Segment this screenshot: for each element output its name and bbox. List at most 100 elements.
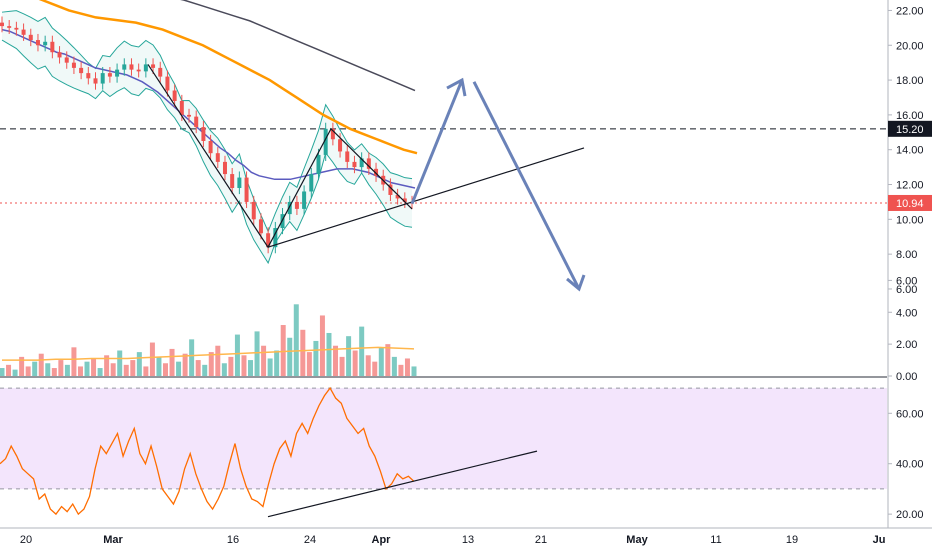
volume-bar xyxy=(51,368,57,376)
volume-bar xyxy=(293,304,299,376)
x-tick-label: 13 xyxy=(462,534,474,546)
candle-body xyxy=(115,69,120,77)
volume-bar xyxy=(339,356,345,376)
volume-bar xyxy=(398,364,404,376)
candle-body xyxy=(165,76,170,91)
volume-bar xyxy=(77,366,83,376)
candle-body xyxy=(316,154,321,175)
volume-bar xyxy=(352,350,358,376)
y-tick-label: 0.00 xyxy=(896,371,917,383)
volume-bar xyxy=(221,363,227,376)
y-tick-label: 20.00 xyxy=(896,509,924,521)
candle-body xyxy=(35,40,40,46)
y-tick-label: 12.00 xyxy=(896,180,924,192)
volume-bar xyxy=(182,353,188,376)
volume-bar xyxy=(123,364,129,376)
candle-body xyxy=(359,158,364,168)
candle-body xyxy=(345,151,350,162)
volume-bar xyxy=(215,345,221,376)
x-tick-label: Apr xyxy=(372,534,392,546)
volume-bar xyxy=(267,358,273,376)
y-tick-label: 14.00 xyxy=(896,145,924,157)
volume-bar xyxy=(25,366,31,376)
y-tick-label: 40.00 xyxy=(896,459,924,471)
y-tick-label: 18.00 xyxy=(896,75,924,87)
x-tick-label: 20 xyxy=(20,534,32,546)
moving-average-ma-dark xyxy=(180,0,416,92)
candle-body xyxy=(309,174,314,192)
candle-body xyxy=(86,73,91,79)
candle-body xyxy=(28,34,33,41)
volume-bar xyxy=(385,344,391,376)
candle-body xyxy=(251,201,256,220)
volume-bar xyxy=(333,345,339,376)
volume-bar xyxy=(0,368,5,376)
volume-bar xyxy=(12,369,18,376)
volume-bar xyxy=(38,353,44,376)
volume-bar xyxy=(32,361,38,376)
candle-body xyxy=(266,233,271,248)
candle-body xyxy=(294,201,299,209)
x-tick-label: Mar xyxy=(103,534,123,546)
candle-body xyxy=(201,127,206,141)
candle-body xyxy=(136,69,141,72)
volume-bar xyxy=(130,360,136,376)
candle-body xyxy=(287,201,292,215)
projection-down-arrow xyxy=(472,81,581,290)
volume-bar xyxy=(287,337,293,376)
candle-body xyxy=(352,161,357,168)
volume-bar xyxy=(319,315,325,376)
candle-body xyxy=(172,90,177,101)
volume-bar xyxy=(411,366,417,376)
volume-bar xyxy=(169,348,175,376)
volume-bar xyxy=(97,368,103,376)
candle-body xyxy=(395,194,400,199)
volume-bar xyxy=(91,358,97,376)
x-tick-label: 19 xyxy=(786,534,798,546)
candle-body xyxy=(388,184,393,195)
candle-body xyxy=(57,52,62,58)
candle-body xyxy=(208,141,213,154)
volume-bar xyxy=(378,347,384,376)
arrowhead-up xyxy=(446,77,467,97)
moving-average-ma-orange xyxy=(38,0,418,155)
candle-body xyxy=(179,100,184,115)
volume-bar xyxy=(248,360,254,376)
volume-bar xyxy=(189,339,195,376)
x-tick-label: 16 xyxy=(227,534,239,546)
rsi-line xyxy=(0,386,415,516)
volume-bar xyxy=(117,350,123,376)
candle-body xyxy=(21,29,26,35)
projection-up-arrow xyxy=(410,79,464,205)
volume-bar xyxy=(19,356,25,376)
volume-bar xyxy=(149,342,155,376)
candle-body xyxy=(230,174,235,188)
candle-body xyxy=(0,22,4,27)
volume-bar xyxy=(234,334,240,376)
volume-bar xyxy=(202,364,208,376)
volume-bar xyxy=(136,352,142,376)
x-tick-label: 24 xyxy=(304,534,316,546)
candle-body xyxy=(50,41,55,53)
volume-bar xyxy=(208,352,214,376)
rsi-band xyxy=(0,388,887,489)
x-tick-label: Ju xyxy=(873,534,886,546)
candle-body xyxy=(158,67,163,77)
volume-bar xyxy=(71,347,77,376)
y-tick-label: 60.00 xyxy=(896,408,924,420)
y-tick-label: 2.00 xyxy=(896,339,917,351)
volume-bar xyxy=(156,356,162,376)
candle-body xyxy=(273,228,278,248)
volume-bar xyxy=(280,325,286,376)
volume-bar xyxy=(391,356,397,376)
candle-body xyxy=(258,219,263,234)
price-label-resistance: 15.20 xyxy=(896,124,924,136)
volume-ma-line xyxy=(2,346,415,361)
y-tick-label: 6.00 xyxy=(896,275,917,287)
y-tick-label: 6.00 xyxy=(896,284,917,296)
volume-bar xyxy=(45,363,51,376)
candle-body xyxy=(43,41,48,46)
volume-bar xyxy=(241,355,247,376)
